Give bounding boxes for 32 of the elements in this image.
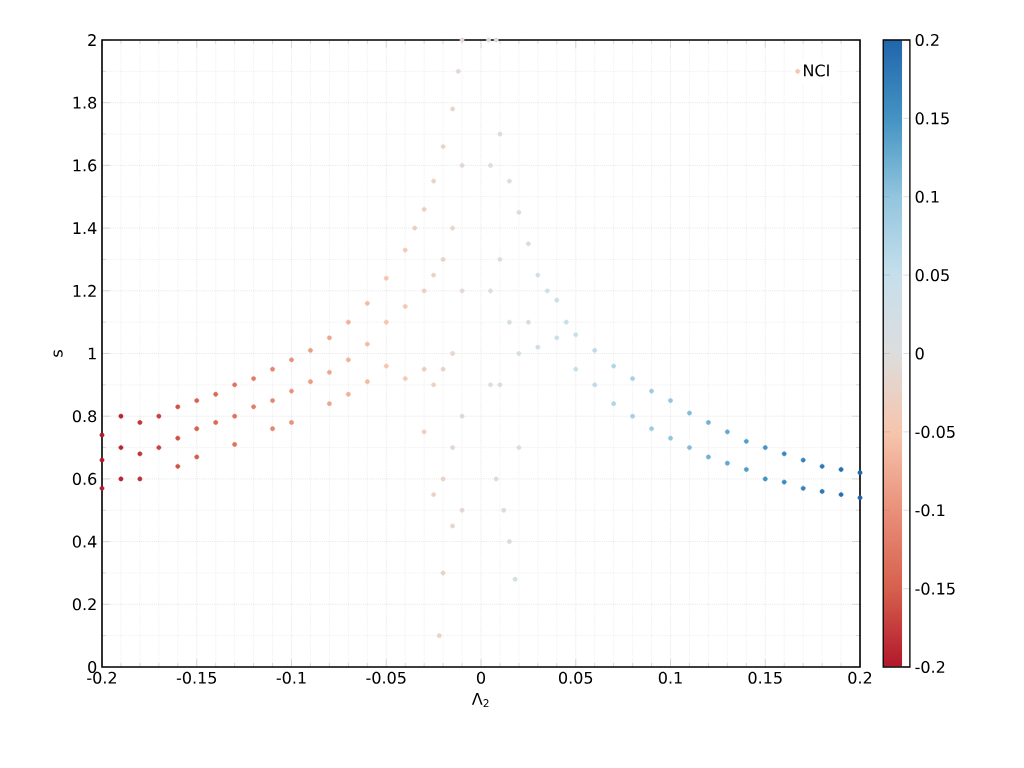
color-bar-label: -0.1 — [915, 504, 945, 517]
legend-label: NCI — [804, 64, 829, 77]
y-tick-label: 0.2 — [72, 598, 96, 611]
x-tick-label: -0.2 — [87, 671, 117, 684]
x-tick-label: 0 — [476, 671, 486, 684]
color-bar-label: 0.05 — [915, 269, 949, 282]
y-tick-label: 0.6 — [72, 472, 97, 485]
y-tick-label: 1.4 — [73, 222, 97, 234]
color-bar-label: 0.15 — [915, 112, 949, 125]
color-bar-label: 0 — [915, 347, 924, 360]
y-tick-label: 1.8 — [73, 96, 97, 109]
x-tick-label: 0.2 — [848, 671, 872, 684]
x-tick-label: -0.05 — [366, 671, 406, 684]
y-tick-label: 0 — [88, 660, 97, 674]
x-axis-title: Λ$_{2}$ — [471, 692, 489, 708]
y-tick-label: 0.8 — [72, 410, 97, 423]
y-tick-label: 2 — [88, 34, 96, 46]
color-bar-label: 0.1 — [915, 190, 939, 203]
color-bar-label: -0.15 — [915, 582, 955, 595]
color-bar-label: -0.05 — [915, 425, 955, 438]
y-tick-label: 1 — [88, 347, 96, 360]
color-bar-label: -0.2 — [915, 660, 945, 674]
x-tick-label: 0.1 — [658, 671, 682, 684]
x-tick-label: 0.15 — [748, 671, 782, 684]
y-tick-label: 1.2 — [73, 284, 96, 297]
x-tick-label: -0.15 — [176, 671, 217, 684]
y-tick-label: 1.6 — [73, 159, 97, 172]
color-bar-label: 0.2 — [915, 33, 939, 47]
x-tick-label: 0.05 — [558, 671, 593, 684]
y-axis-title: s — [53, 350, 63, 357]
x-tick-label: -0.1 — [276, 671, 306, 684]
y-tick-label: 0.4 — [72, 535, 97, 548]
